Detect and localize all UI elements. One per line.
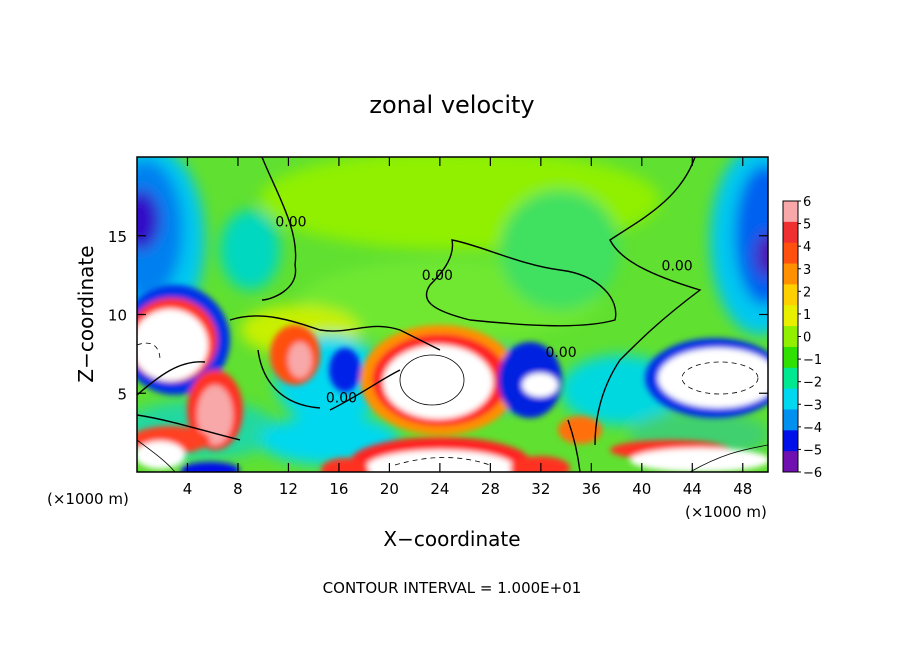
colorbar-tick-label: −3	[803, 398, 822, 413]
zero-contours	[137, 157, 702, 472]
x-tick-label: 24	[430, 480, 449, 498]
contour-label: 0.00	[326, 391, 357, 407]
x-tick-label: 16	[329, 480, 348, 498]
x-tick-label: 36	[582, 480, 601, 498]
x-tick-label: 8	[233, 480, 243, 498]
colorbar-swatch	[783, 242, 798, 265]
colorbar-swatch	[783, 326, 798, 348]
y-tick-label: 5	[117, 385, 127, 403]
thin-contours	[137, 354, 768, 472]
colorbar-tick-label: 6	[803, 195, 811, 210]
colorbar-tick-label: −1	[803, 353, 822, 368]
colorbar-swatch	[783, 451, 798, 473]
colorbar-swatch	[783, 388, 798, 410]
colorbar-tick-label: −6	[803, 466, 822, 481]
colorbar-swatch	[783, 367, 798, 390]
contour-interval-footer: CONTOUR INTERVAL = 1.000E+01	[323, 579, 582, 597]
x-axis-label: X−coordinate	[383, 527, 520, 551]
colorbar-tick-label: 1	[803, 308, 811, 323]
y-tick-label: 10	[108, 307, 127, 325]
colorbar-tick-label: 3	[803, 263, 811, 278]
colorbar-swatch	[783, 221, 798, 244]
colorbar-swatch	[783, 430, 798, 452]
x-tick-label: 32	[531, 480, 550, 498]
colorbar-swatch	[783, 346, 798, 369]
colorbar-tick-label: −2	[803, 376, 822, 391]
x-tick-label: 48	[733, 480, 752, 498]
dashed-contours	[137, 342, 759, 466]
colorbar-swatch	[783, 263, 798, 285]
x-tick-label: 20	[380, 480, 399, 498]
x-axis-unit-right: (×1000 m)	[685, 503, 767, 521]
colorbar-swatch	[783, 284, 798, 306]
contour-label: 0.00	[662, 258, 693, 274]
colorbar-tick-label: 0	[803, 331, 811, 346]
colorbar-tick-label: −4	[803, 421, 822, 436]
colorbar-swatch	[783, 305, 798, 327]
chart-title: zonal velocity	[369, 91, 534, 119]
x-axis-unit-left: (×1000 m)	[47, 490, 129, 508]
colorbar-tick-label: 2	[803, 285, 811, 300]
colorbar-swatch	[783, 409, 798, 431]
x-tick-label: 4	[183, 480, 193, 498]
x-tick-label: 12	[279, 480, 298, 498]
colorbar-tick-label: −5	[803, 443, 822, 458]
x-tick-label: 28	[481, 480, 500, 498]
contour-label: 0.00	[275, 214, 306, 230]
x-tick-label: 40	[632, 480, 651, 498]
heatmap-field: 0.00 0.00 0.00 0.00 0.00	[137, 157, 768, 472]
y-tick-label: 15	[108, 228, 127, 246]
colorbar-swatch	[783, 201, 798, 223]
colorbar-tick-label: 5	[803, 218, 811, 233]
colorbar: 6 5 4 3 2 1 0 −1 −2 −3 −4 −5 −6	[782, 195, 822, 481]
x-tick-label: 44	[683, 480, 702, 498]
colorbar-tick-label: 4	[803, 240, 811, 255]
contour-label: 0.00	[545, 345, 576, 361]
y-axis-label: Z−coordinate	[74, 245, 98, 382]
contour-label: 0.00	[422, 268, 453, 284]
contour-labels: 0.00 0.00 0.00 0.00 0.00	[275, 214, 692, 406]
